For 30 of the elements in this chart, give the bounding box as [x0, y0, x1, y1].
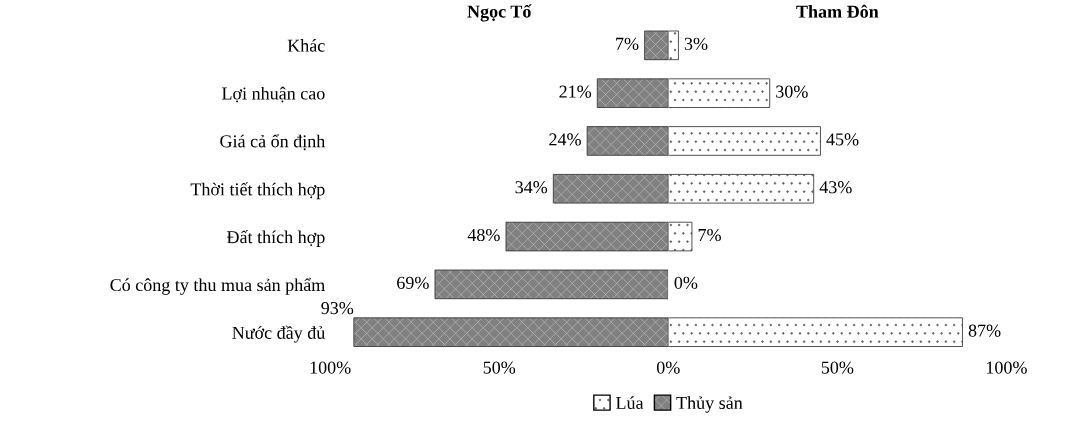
- legend-label: Thủy sản: [676, 396, 743, 413]
- data-label: 21%: [559, 85, 592, 98]
- chart-title: Ngọc Tố: [467, 4, 532, 22]
- y-tick-label: Đất thích hợp: [226, 230, 325, 247]
- y-tick-label: Khác: [287, 39, 325, 52]
- data-label: 43%: [819, 181, 852, 194]
- data-label: 24%: [549, 133, 581, 146]
- y-tick-label: Có công ty thu mua sản phẩm: [110, 277, 325, 295]
- x-tick-label: 50%: [483, 361, 516, 374]
- x-tick-label: 0%: [656, 361, 680, 374]
- data-label: 0%: [674, 276, 698, 289]
- data-label: 45%: [826, 133, 859, 146]
- data-label: 87%: [968, 324, 1001, 337]
- data-label: 48%: [467, 228, 500, 242]
- data-label: 34%: [515, 181, 548, 194]
- data-label: 30%: [776, 85, 808, 98]
- y-tick-label: Giá cả ổn định: [220, 134, 326, 151]
- chart-title: Tham Đôn: [796, 4, 879, 18]
- x-tick-label: 50%: [821, 361, 854, 374]
- y-tick-label: Thời tiết thích hợp: [190, 182, 325, 200]
- y-tick-label: Lợi nhuận cao: [222, 86, 325, 103]
- x-tick-label: 100%: [986, 361, 1027, 374]
- data-label: 7%: [616, 37, 639, 50]
- data-label: 3%: [684, 37, 708, 50]
- legend-label: Lúa: [616, 396, 644, 410]
- data-label: 69%: [397, 276, 429, 289]
- x-tick-label: 100%: [310, 361, 351, 374]
- data-label: 7%: [698, 228, 721, 242]
- data-label: 93%: [321, 301, 354, 315]
- y-tick-label: Nước đầy đủ: [232, 325, 325, 343]
